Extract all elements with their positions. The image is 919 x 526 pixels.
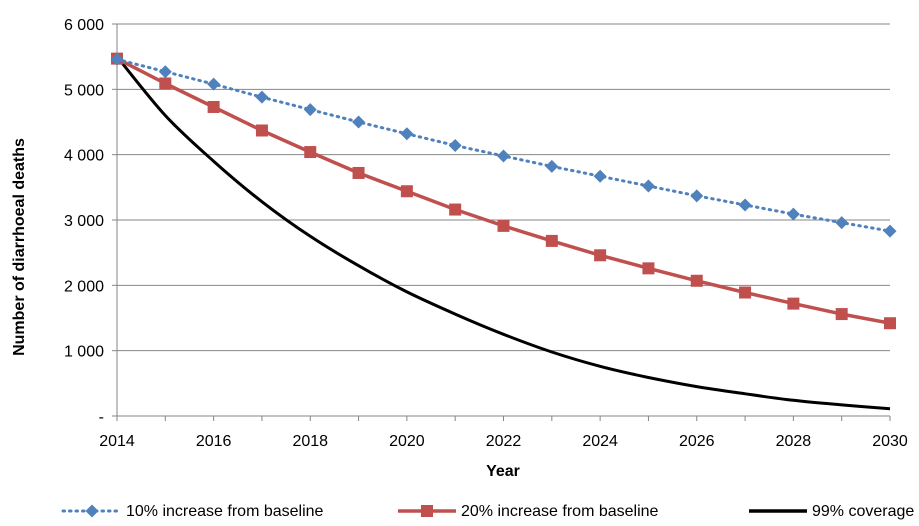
legend-item-1: 10% increase from baseline	[61, 503, 324, 520]
x-tick-labels: 2014 2016 2018 2020 2022 2024 2026 2028 2030	[99, 433, 908, 450]
data-point-diamond	[593, 169, 607, 183]
data-point-diamond	[158, 65, 172, 79]
gridlines	[117, 23, 890, 352]
y-tick-label: -	[99, 409, 104, 426]
data-point-diamond	[448, 139, 462, 153]
x-axis-title: Year	[486, 463, 520, 480]
legend-label: 99% coverage	[812, 503, 914, 520]
series-layer	[110, 52, 897, 411]
data-point-square	[497, 219, 510, 232]
axes	[112, 23, 891, 421]
x-tick-label: 2016	[196, 433, 232, 450]
data-point-square	[352, 166, 365, 179]
legend: 10% increase from baseline 20% increase f…	[61, 503, 914, 520]
data-point-square	[255, 124, 268, 137]
data-point-diamond	[85, 504, 99, 518]
x-tick-label: 2024	[582, 433, 618, 450]
x-tick-label: 2018	[292, 433, 328, 450]
y-tick-label: 6 000	[64, 17, 104, 34]
y-tick-label: 1 000	[64, 344, 104, 361]
data-point-diamond	[255, 90, 269, 104]
data-point-diamond	[352, 115, 366, 129]
data-point-square	[739, 286, 752, 299]
legend-item-3: 99% coverage	[749, 503, 914, 520]
x-tick-label: 2030	[872, 433, 908, 450]
data-point-diamond	[497, 149, 510, 163]
series-line	[115, 57, 892, 233]
data-point-diamond	[786, 207, 800, 221]
data-point-diamond	[207, 77, 221, 91]
x-tick-label: 2014	[99, 433, 135, 450]
y-tick-label: 2 000	[64, 278, 104, 295]
x-tick-label: 2022	[486, 433, 522, 450]
x-tick-label: 2028	[776, 433, 812, 450]
data-point-diamond	[883, 224, 897, 238]
data-point-square	[207, 100, 220, 113]
legend-label: 20% increase from baseline	[461, 503, 659, 520]
series-1	[110, 52, 897, 238]
y-tick-labels: - 1 000 2 000 3 000 4 000 5 000 6 000	[64, 17, 104, 426]
y-tick-label: 4 000	[64, 148, 104, 165]
data-point-square	[884, 317, 896, 330]
y-tick-label: 5 000	[64, 82, 104, 99]
x-tick-label: 2020	[389, 433, 425, 450]
data-point-square	[594, 249, 607, 262]
data-point-square	[787, 297, 800, 310]
data-point-square	[642, 262, 655, 275]
data-point-square	[449, 203, 462, 216]
data-point-square	[545, 234, 558, 247]
series-3	[115, 55, 891, 411]
y-tick-label: 3 000	[64, 213, 104, 230]
data-point-square	[304, 146, 317, 159]
data-point-diamond	[690, 189, 704, 203]
data-point-square	[159, 77, 172, 90]
data-point-diamond	[400, 127, 414, 141]
data-point-square	[400, 185, 413, 198]
data-point-diamond	[835, 216, 849, 230]
series-line	[115, 55, 891, 411]
series-line	[116, 57, 891, 325]
series-2	[111, 52, 896, 330]
legend-label: 10% increase from baseline	[126, 503, 324, 520]
data-point-square	[835, 308, 848, 321]
legend-item-2: 20% increase from baseline	[398, 503, 659, 520]
x-tick-label: 2026	[679, 433, 715, 450]
data-point-diamond	[303, 103, 317, 117]
data-point-diamond	[738, 198, 752, 212]
data-point-square	[690, 274, 703, 287]
data-point-diamond	[545, 159, 559, 173]
data-point-diamond	[110, 52, 124, 66]
y-axis-title: Number of diarrhoeal deaths	[11, 138, 28, 356]
data-point-square	[421, 505, 433, 517]
data-point-diamond	[641, 179, 655, 193]
